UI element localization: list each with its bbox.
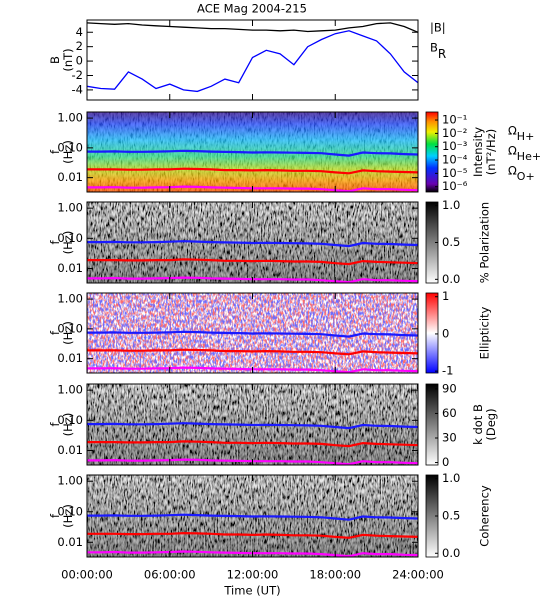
y-tick-label: 0.01 bbox=[57, 535, 83, 549]
series-line bbox=[87, 422, 418, 430]
y-axis-label: (Hz) bbox=[61, 413, 75, 437]
colorbar-tick-label: 1.0 bbox=[442, 198, 460, 212]
colorbar-tick-label: 10⁻² bbox=[442, 126, 467, 140]
colorbar-tick-label: 10⁻¹ bbox=[442, 113, 467, 127]
chart-title: ACE Mag 2004-215 bbox=[197, 2, 307, 16]
series-line bbox=[87, 22, 418, 33]
y-tick-label: 0.01 bbox=[57, 443, 83, 457]
y-tick-label: 0.01 bbox=[57, 170, 83, 184]
y-axis-label: (Hz) bbox=[61, 321, 75, 345]
y-tick-label: 0.01 bbox=[57, 351, 83, 365]
colorbar-tick-label: 60 bbox=[442, 406, 457, 420]
y-axis-label: (Hz) bbox=[61, 504, 75, 528]
colorbar-label: Intensity bbox=[471, 127, 485, 177]
colorbar-tick-label: 90 bbox=[442, 381, 457, 395]
plot-area bbox=[87, 475, 418, 557]
y-tick-label: 0.10 bbox=[57, 140, 83, 154]
y-tick-label: -4 bbox=[72, 82, 83, 96]
legend-entry: ΩO+ bbox=[508, 164, 535, 184]
y-tick-label: 4 bbox=[76, 25, 83, 39]
y-tick-label: 0.10 bbox=[57, 504, 83, 518]
colorbar-tick-label: 0.5 bbox=[442, 509, 460, 523]
y-tick-label: 0.10 bbox=[57, 413, 83, 427]
y-axis-label: B bbox=[48, 56, 62, 64]
series-line bbox=[87, 258, 418, 266]
x-tick-label: 00:00:00 bbox=[61, 568, 113, 582]
y-tick-label: -2 bbox=[72, 68, 83, 82]
y-tick-label: 1.00 bbox=[57, 292, 83, 306]
x-tick-label: 18:00:00 bbox=[309, 568, 361, 582]
y-tick-label: 0.01 bbox=[57, 261, 83, 275]
colorbar-tick-label: -1 bbox=[442, 364, 453, 378]
colorbar-tick-label: 10⁻⁶ bbox=[442, 179, 468, 193]
y-tick-label: 0.10 bbox=[57, 321, 83, 335]
plot-area bbox=[87, 384, 418, 465]
legend-entry: ΩHe+ bbox=[508, 144, 541, 164]
colorbar bbox=[425, 292, 439, 374]
series-line bbox=[87, 149, 418, 157]
y-axis-label: f bbox=[48, 513, 62, 518]
colorbar-label: Ellipticity bbox=[478, 306, 492, 359]
legend-entry: ΩH+ bbox=[508, 124, 534, 144]
colorbar-tick-label: 10⁻³ bbox=[442, 139, 468, 153]
plot-area bbox=[87, 22, 418, 93]
colorbar-tick-label: 1.0 bbox=[442, 471, 460, 485]
series-line bbox=[87, 30, 418, 93]
colorbar-label: Coherency bbox=[478, 485, 492, 547]
series-line bbox=[87, 348, 418, 356]
y-tick-label: 0 bbox=[76, 54, 83, 68]
colorbar-tick-label: 0.5 bbox=[442, 235, 460, 249]
legend-entry: |B| bbox=[430, 21, 446, 35]
colorbar-label: % Polarization bbox=[478, 202, 492, 283]
colorbar-tick-label: 0.0 bbox=[442, 272, 460, 286]
plot-area bbox=[87, 293, 418, 373]
y-axis-label: f bbox=[48, 149, 62, 154]
y-axis-label: f bbox=[48, 330, 62, 335]
y-tick-label: 1.00 bbox=[57, 201, 83, 215]
y-axis-label: f bbox=[48, 422, 62, 427]
colorbar bbox=[425, 111, 439, 193]
colorbar-label: k dot B bbox=[471, 404, 485, 445]
y-axis-label: (Hz) bbox=[61, 231, 75, 255]
plot-area bbox=[87, 112, 418, 192]
series-line bbox=[87, 167, 418, 175]
series-line bbox=[87, 513, 418, 521]
y-tick-label: 1.00 bbox=[57, 383, 83, 397]
colorbar-label: (Deg) bbox=[484, 408, 498, 440]
colorbar-tick-label: 0.0 bbox=[442, 546, 460, 560]
colorbar-tick-label: 1 bbox=[442, 289, 449, 303]
series-line bbox=[87, 330, 418, 338]
x-axis-label: Time (UT) bbox=[223, 584, 280, 598]
series-line bbox=[87, 240, 418, 248]
colorbar-label: (nT²/Hz) bbox=[484, 129, 498, 175]
colorbar-tick-label: 10⁻⁴ bbox=[442, 153, 468, 167]
axes-frame bbox=[86, 19, 419, 101]
colorbar-tick-label: 30 bbox=[442, 431, 457, 445]
x-tick-label: 24:00:00 bbox=[392, 568, 444, 582]
y-tick-label: 1.00 bbox=[57, 474, 83, 488]
y-tick-label: 2 bbox=[76, 39, 83, 53]
colorbar-tick-label: 0 bbox=[442, 455, 449, 469]
colorbar-tick-label: 10⁻⁵ bbox=[442, 166, 468, 180]
series-line bbox=[87, 440, 418, 448]
y-axis-label: (nT) bbox=[61, 48, 75, 71]
colorbar-tick-label: 0 bbox=[442, 326, 449, 340]
plot-area bbox=[87, 202, 418, 283]
y-tick-label: 0.10 bbox=[57, 231, 83, 245]
y-tick-label: 1.00 bbox=[57, 111, 83, 125]
y-axis-label: (Hz) bbox=[61, 140, 75, 164]
x-tick-label: 12:00:00 bbox=[227, 568, 279, 582]
x-tick-label: 06:00:00 bbox=[144, 568, 196, 582]
colorbar bbox=[425, 383, 439, 466]
legend-entry: BR bbox=[430, 41, 446, 61]
y-axis-label: f bbox=[48, 240, 62, 245]
series-line bbox=[87, 531, 418, 539]
